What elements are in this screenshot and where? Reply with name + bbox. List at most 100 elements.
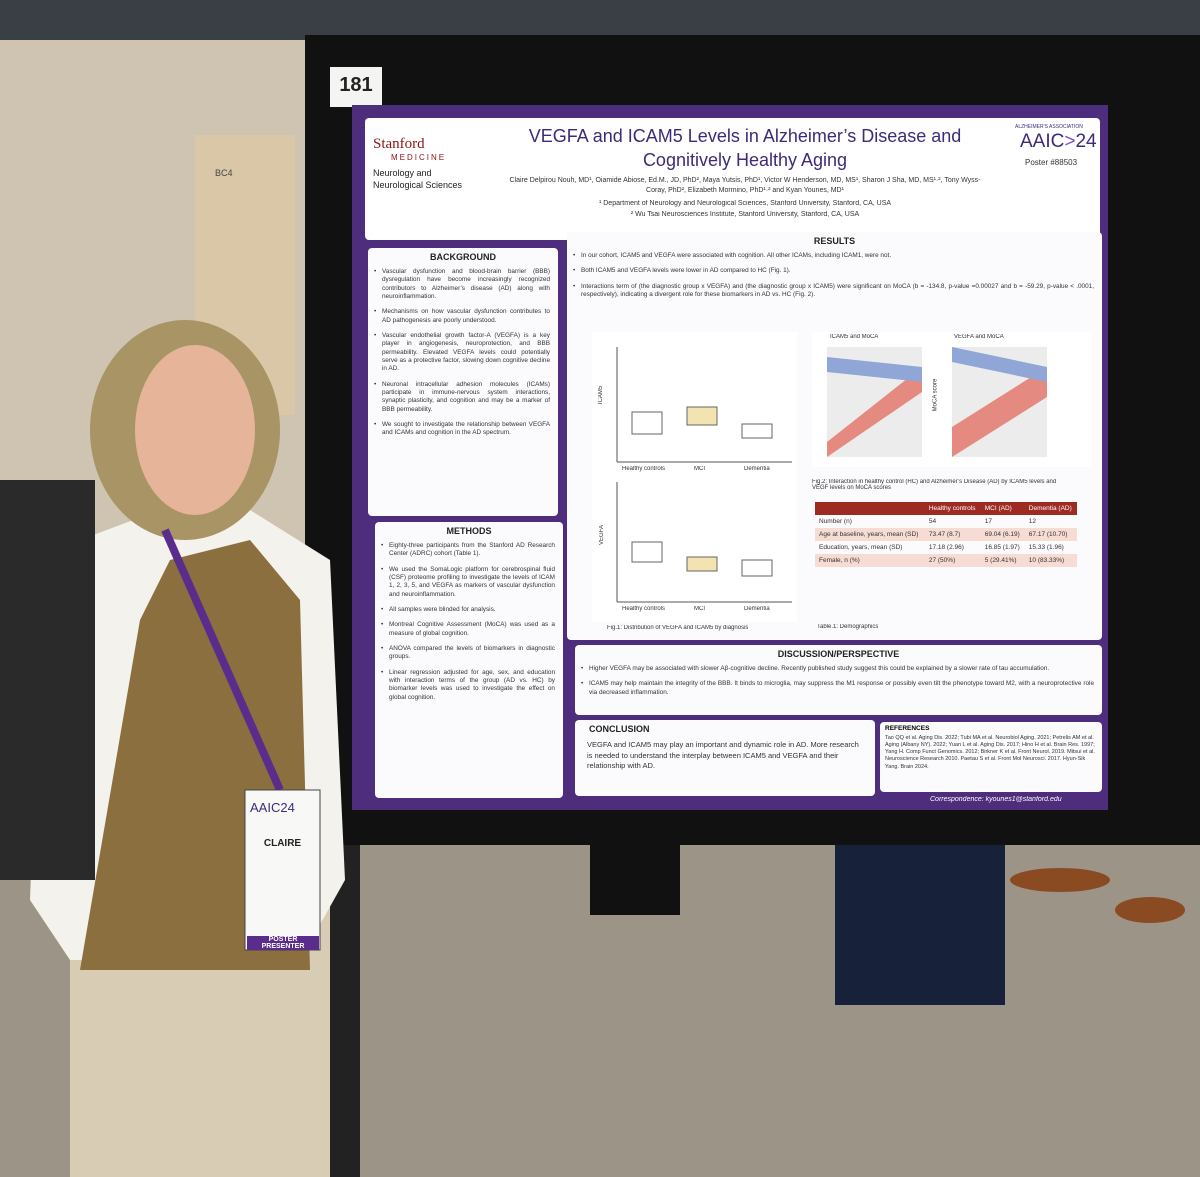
row-label: Education, years, mean (SD) — [819, 544, 903, 551]
figure-caption: Fig.1: Distribution of VEGFA and ICAM5 b… — [607, 625, 749, 631]
bullet-list: In our cohort, ICAM5 and VEGFA were asso… — [567, 252, 1102, 299]
badge-year: 24 — [280, 800, 295, 815]
authors: Claire Delpirou Nouh, MD¹, Oiamide Abios… — [509, 177, 981, 194]
ceiling — [0, 0, 1200, 40]
box — [631, 411, 663, 435]
table: Healthy controls MCI (AD) Dementia (AD) Num… — [815, 502, 1077, 567]
band — [952, 347, 1047, 382]
figure-caption: Fig.2: Interaction in healthy control (H… — [812, 479, 1057, 491]
affiliation: ¹ Department of Neurology and Neurologic… — [598, 200, 892, 207]
affiliation: ² Wu Tsai Neurosciences Institute, Stanf… — [630, 211, 860, 218]
table-cell: 15.33 (1.96) — [1028, 544, 1064, 551]
badge — [244, 789, 321, 951]
box — [741, 423, 773, 439]
bullet: Neuronal intracellular adhesion molecule… — [374, 381, 550, 414]
badge-conference: AAIC24 — [250, 800, 295, 815]
figure-1: ICAM5 VEGFA Healthy controls MCI Dementi… — [592, 332, 797, 622]
box — [741, 559, 773, 577]
table-cell: 10 (83.33%) — [1024, 554, 1077, 567]
table-caption: Table.1: Demographics — [817, 624, 879, 630]
conclusion-text: VEGFA and ICAM5 may play an important an… — [587, 740, 859, 770]
column-header: Healthy controls — [924, 502, 981, 515]
section-title: METHODS — [446, 526, 492, 536]
x-tick-label: Dementia — [744, 466, 770, 472]
shoe — [1010, 868, 1110, 892]
badge-conference-name: AAIC — [250, 800, 281, 815]
poster-number: 181 — [339, 74, 373, 96]
table-corner — [815, 502, 925, 515]
section-title: DISCUSSION/PERSPECTIVE — [777, 649, 900, 659]
x-tick-label: MCI — [694, 466, 705, 472]
band — [827, 367, 922, 457]
table-cell: 17 — [984, 518, 992, 525]
figure-2-plots — [827, 347, 1047, 457]
panel-title: ICAM5 and MoCA — [830, 334, 879, 340]
board-leg — [330, 845, 360, 1177]
bullet: Linear regression adjusted for age, sex,… — [381, 669, 555, 702]
y-axis-label: MoCA score — [812, 379, 813, 412]
references-section: REFERENCES Tao QQ et al. Aging Dis. 2022… — [880, 722, 1102, 792]
shoe — [1115, 897, 1185, 923]
table-cell: 54 — [928, 518, 937, 525]
x-tick-label: Dementia — [744, 606, 770, 612]
section-title: REFERENCES — [885, 725, 930, 732]
sign: BC4 — [215, 168, 233, 178]
row-label: Female, n (%) — [815, 554, 925, 567]
background-section: BACKGROUND Vascular dysfunction and bloo… — [368, 248, 558, 516]
conference: AAIC>24 — [1020, 131, 1097, 152]
table-header-row: Healthy controls MCI (AD) Dementia (AD) — [815, 502, 1077, 515]
methods-section: METHODS Eighty-three participants from t… — [375, 522, 563, 798]
table-row: Education, years, mean (SD) 17.18 (2.96) 1… — [815, 541, 1077, 554]
x-tick-label: Healthy controls — [622, 606, 666, 612]
bullet: Montreal Cognitive Assessment (MoCA) was… — [381, 621, 555, 638]
bullet: All samples were blinded for analysis. — [381, 606, 555, 615]
conference-name: AAIC — [1020, 131, 1065, 152]
bullet-list: Higher VEGFA may be associated with slow… — [575, 665, 1102, 697]
lanyard — [161, 528, 284, 792]
bullet: In our cohort, ICAM5 and VEGFA were asso… — [573, 252, 1094, 261]
column-header: MCI (AD) — [980, 502, 1025, 515]
bullet: ANOVA compared the levels of biomarkers … — [381, 645, 555, 662]
demographics-table: Healthy controls MCI (AD) Dementia (AD) Num… — [815, 502, 1077, 567]
visitor — [0, 480, 95, 880]
table-row: Number (n) 54 17 12 — [815, 515, 1077, 528]
column-header: Dementia (AD) — [1024, 502, 1077, 515]
bullet-list: Vascular dysfunction and blood-brain bar… — [368, 268, 558, 438]
bullet-list: Eighty-three participants from the Stanf… — [375, 542, 563, 702]
bullet: Both ICAM5 and VEGFA levels were lower i… — [573, 267, 1094, 276]
bullet: Vascular endothelial growth factor-A (VE… — [374, 332, 550, 374]
y-axis-label: VEGFA — [599, 524, 606, 546]
y-axis-label: ICAM5 — [598, 385, 605, 405]
bullet: Eighty-three participants from the Stanf… — [381, 542, 555, 559]
table-cell: 67.17 (10.70) — [1024, 528, 1077, 541]
section-title: RESULTS — [813, 236, 856, 246]
y-axis-label: MoCA score — [932, 378, 939, 412]
x-tick-label: MCI — [694, 606, 705, 612]
discussion-section: DISCUSSION/PERSPECTIVE Higher VEGFA may … — [575, 645, 1102, 715]
figure-2: ICAM5 and MoCA VEGFA and MoCA MoCA score… — [812, 332, 1092, 467]
table-cell: 27 (50%) — [924, 554, 981, 567]
poster-id: Poster #88503 — [1025, 158, 1078, 167]
table-row: Age at baseline, years, mean (SD) 73.47 (… — [815, 528, 1077, 541]
poster-title: VEGFA and ICAM5 Levels in Alzheimer’s Di… — [528, 126, 962, 171]
table-cell: 69.04 (6.19) — [980, 528, 1025, 541]
bullet: We sought to investigate the relationshi… — [374, 421, 550, 438]
table-cell: 12 — [1028, 518, 1037, 525]
bullet: We used the SomaLogic platform for cereb… — [381, 566, 555, 599]
legs — [590, 845, 680, 915]
figure-1-plots — [616, 347, 792, 603]
association: ALZHEIMER'S ASSOCIATION — [1015, 124, 1083, 130]
box — [686, 556, 718, 572]
bullet: Higher VEGFA may be associated with slow… — [581, 665, 1094, 674]
bullet: ICAM5 may help maintain the integrity of… — [581, 680, 1094, 697]
logo-title: Stanford — [373, 136, 425, 152]
table-cell: 17.18 (2.96) — [928, 544, 964, 551]
panel-title: VEGFA and MoCA — [954, 334, 1004, 340]
row-label: Number (n) — [819, 518, 852, 525]
row-label: Age at baseline, years, mean (SD) — [815, 528, 925, 541]
table-cell: 73.47 (8.7) — [924, 528, 981, 541]
table-row: Female, n (%) 27 (50%) 5 (29.41%) 10 (83.33… — [815, 554, 1077, 567]
logo-subtitle: MEDICINE — [391, 153, 447, 162]
conclusion-section: CONCLUSION VEGFA and ICAM5 may play an i… — [575, 720, 875, 796]
